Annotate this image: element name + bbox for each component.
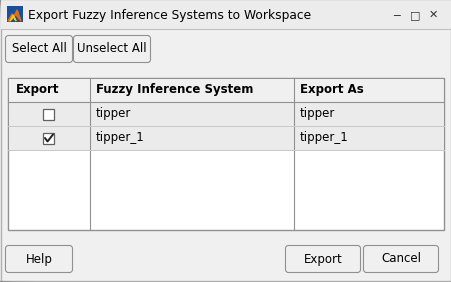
Bar — [8, 78, 443, 230]
Text: Export: Export — [303, 252, 341, 265]
Polygon shape — [10, 15, 16, 21]
Bar — [43, 133, 55, 144]
Bar — [9, 79, 442, 102]
Text: Export As: Export As — [299, 83, 363, 96]
Text: ✕: ✕ — [428, 10, 437, 20]
Bar — [9, 102, 442, 126]
FancyBboxPatch shape — [5, 246, 72, 272]
Text: Select All: Select All — [12, 43, 66, 56]
FancyBboxPatch shape — [285, 246, 360, 272]
Text: Export: Export — [16, 83, 60, 96]
FancyBboxPatch shape — [363, 246, 437, 272]
Text: tipper: tipper — [96, 107, 131, 120]
Bar — [43, 109, 55, 120]
Text: Cancel: Cancel — [380, 252, 420, 265]
Text: Fuzzy Inference System: Fuzzy Inference System — [96, 83, 253, 96]
Text: Export Fuzzy Inference Systems to Workspace: Export Fuzzy Inference Systems to Worksp… — [28, 8, 310, 21]
Polygon shape — [8, 10, 21, 21]
Text: ─: ─ — [393, 10, 400, 20]
Bar — [1, 1, 450, 29]
Text: Unselect All: Unselect All — [77, 43, 147, 56]
Bar — [9, 126, 442, 150]
Text: tipper_1: tipper_1 — [299, 131, 348, 144]
FancyBboxPatch shape — [74, 36, 150, 63]
FancyBboxPatch shape — [5, 36, 72, 63]
Text: tipper_1: tipper_1 — [96, 131, 144, 144]
Text: Help: Help — [26, 252, 52, 265]
Text: tipper: tipper — [299, 107, 335, 120]
Text: □: □ — [409, 10, 419, 20]
Bar — [7, 6, 23, 22]
